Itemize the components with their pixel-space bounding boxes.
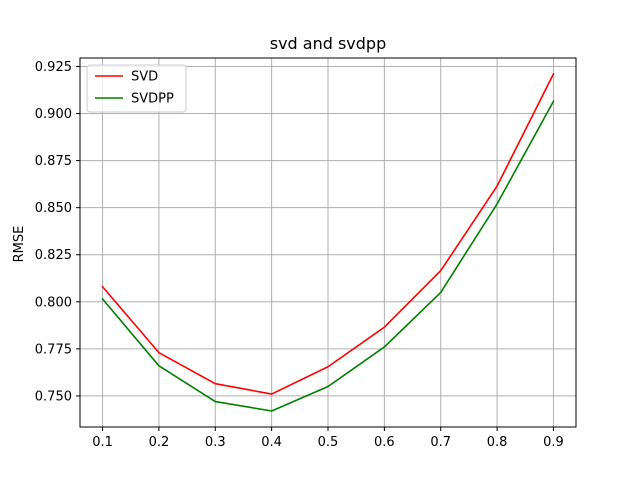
series-line-svdpp <box>101 100 555 412</box>
series-line-svd <box>101 72 555 395</box>
y-tick-label: 0.750 <box>35 389 72 404</box>
x-tick-label: 0.6 <box>374 435 395 450</box>
y-tick-label: 0.900 <box>35 107 72 122</box>
x-tick-label: 0.9 <box>543 435 564 450</box>
y-tick-label: 0.925 <box>35 60 72 75</box>
x-tick-label: 0.4 <box>261 435 282 450</box>
x-tick-label: 0.1 <box>92 435 113 450</box>
y-tick-label: 0.800 <box>35 295 72 310</box>
x-tick-label: 0.7 <box>430 435 451 450</box>
y-tick-label: 0.875 <box>35 154 72 169</box>
series-lines <box>101 72 555 412</box>
legend-label-svdpp: SVDPP <box>131 92 174 107</box>
y-axis-label: RMSE <box>12 226 27 263</box>
axis-ticks: 0.1 0.2 0.3 0.4 0.5 0.6 0.7 0.8 0.9 0.750 0.775 0.8… <box>35 60 564 450</box>
grid <box>80 58 576 427</box>
legend: SVD SVDPP <box>86 64 187 113</box>
legend-label-svd: SVD <box>131 70 158 85</box>
chart-title: svd and svdpp <box>270 34 387 53</box>
y-tick-label: 0.825 <box>35 248 72 263</box>
x-tick-label: 0.2 <box>149 435 170 450</box>
x-tick-label: 0.8 <box>487 435 508 450</box>
x-tick-label: 0.3 <box>205 435 226 450</box>
y-tick-label: 0.775 <box>35 342 72 357</box>
y-tick-label: 0.850 <box>35 201 72 216</box>
x-tick-label: 0.5 <box>318 435 339 450</box>
